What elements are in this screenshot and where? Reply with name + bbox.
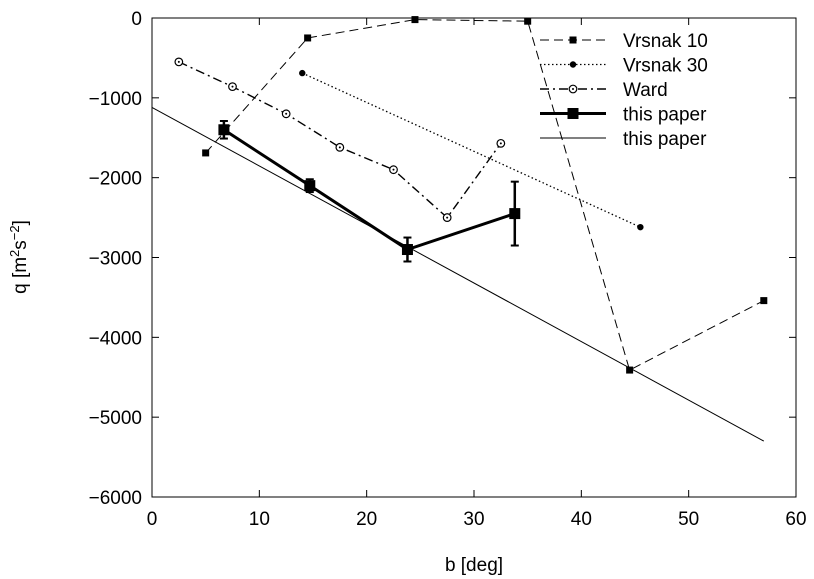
series-line	[151, 106, 765, 442]
data-point-circle	[569, 61, 577, 68]
data-point-open-circle-dot	[338, 146, 341, 149]
data-point-circle	[299, 69, 306, 77]
data-point-open-circle-dot	[499, 142, 502, 145]
y-axis-label-sup2: −2	[7, 225, 22, 240]
legend-label: this paper	[623, 129, 707, 150]
y-tick-label: −1000	[89, 89, 142, 110]
data-point-open-circle-dot	[285, 112, 288, 115]
series-3	[218, 119, 521, 263]
axis-ticks: 0 10 20 30 40 50 60 −6000 −5000 −4000 −3000 −2000 −1…	[89, 9, 807, 530]
series-line	[205, 19, 765, 371]
series-2	[174, 57, 506, 222]
series-0	[202, 16, 768, 374]
series-line	[223, 128, 516, 252]
data-point-open-circle-dot	[392, 168, 395, 171]
data-point-square	[569, 36, 577, 44]
x-tick-label: 20	[356, 509, 377, 530]
y-tick-label: −2000	[89, 169, 142, 190]
data-point-square	[202, 149, 210, 157]
y-tick-label: −6000	[89, 488, 142, 509]
y-axis-label: q [m2s−2]	[7, 220, 32, 294]
x-tick-label: 40	[571, 509, 592, 530]
y-tick-label: −5000	[89, 408, 142, 429]
y-axis-label-mid: s	[10, 240, 31, 250]
series-4	[151, 106, 765, 442]
data-point-square	[524, 17, 532, 25]
x-tick-label: 30	[463, 509, 484, 530]
y-tick-label: 0	[131, 9, 142, 30]
data-point-open-circle-dot	[177, 60, 180, 63]
legend-label: Vrsnak 30	[623, 56, 708, 77]
data-point-square	[304, 34, 312, 42]
series-line	[178, 61, 502, 219]
x-tick-label: 0	[147, 509, 158, 530]
y-axis-label-end: ]	[10, 220, 31, 225]
data-point-square	[567, 108, 579, 119]
data-point-square	[218, 124, 230, 136]
data-point-square	[411, 16, 419, 24]
legend-label: Ward	[623, 80, 668, 101]
data-point-square	[304, 180, 316, 192]
data-point-square	[760, 297, 768, 305]
legend: Vrsnak 10 Vrsnak 30 Ward this paper this pap…	[540, 31, 708, 150]
x-tick-label: 60	[785, 509, 806, 530]
plot-frame	[151, 17, 797, 498]
data-point-open-circle-dot	[572, 88, 574, 90]
y-tick-label: −3000	[89, 249, 142, 270]
data-point-open-circle-dot	[446, 216, 449, 219]
legend-label: Vrsnak 10	[623, 31, 708, 52]
x-tick-label: 10	[249, 509, 270, 530]
data-point-square	[626, 366, 634, 374]
x-tick-label: 50	[678, 509, 699, 530]
data-point-square	[401, 244, 413, 256]
series-line	[302, 72, 641, 228]
series-group	[151, 16, 768, 442]
data-point-open-circle-dot	[231, 85, 234, 88]
legend-label: this paper	[623, 105, 707, 126]
y-axis-label-main: q [m	[10, 257, 31, 294]
data-point-square	[509, 208, 521, 220]
data-point-circle	[637, 223, 644, 231]
y-axis-label-sup1: 2	[7, 250, 22, 257]
y-tick-label: −4000	[89, 328, 142, 349]
x-axis-label: b [deg]	[445, 555, 503, 576]
series-1	[299, 69, 644, 231]
